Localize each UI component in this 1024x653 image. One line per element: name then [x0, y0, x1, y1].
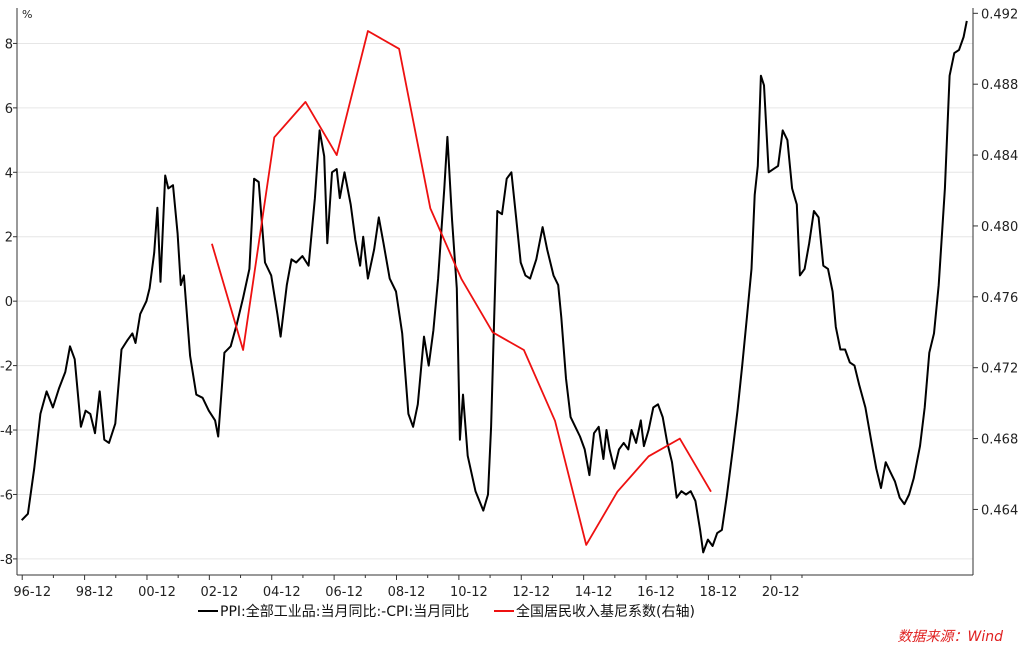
x-tick-label: 16-12: [637, 585, 675, 600]
legend-label-1: 全国居民收入基尼系数(右轴): [516, 603, 695, 620]
x-tick-label: 04-12: [263, 585, 301, 600]
left-tick-label: -6: [0, 488, 13, 503]
series-line-ppi-cpi: [20, 20, 968, 554]
axes: -8 -6 -4 -2 0 2 4 6 8% 0.464 0.468 0.472 0.476 0.480 0…: [0, 7, 1018, 600]
left-tick-label: 0: [5, 295, 13, 310]
right-tick-label: 0.488: [981, 78, 1018, 93]
x-tick-label: 98-12: [76, 585, 114, 600]
x-tick-label: 14-12: [575, 585, 613, 600]
x-tick-label: 10-12: [450, 585, 488, 600]
left-tick-label: -2: [0, 360, 13, 375]
right-tick-label: 0.468: [981, 433, 1018, 448]
series-layer: [20, 20, 968, 554]
right-tick-label: 0.464: [981, 503, 1018, 518]
left-tick-label: 4: [5, 166, 13, 181]
x-tick-label: 18-12: [700, 585, 738, 600]
right-tick-label: 0.492: [981, 7, 1018, 22]
left-tick-label: 8: [5, 37, 13, 52]
left-tick-label: 2: [5, 231, 13, 246]
x-tick-label: 20-12: [762, 585, 800, 600]
right-tick-label: 0.480: [981, 220, 1018, 235]
x-tick-label: 06-12: [325, 585, 363, 600]
x-tick-label: 08-12: [388, 585, 426, 600]
left-tick-label: 6: [5, 102, 13, 117]
left-tick-label: -8: [0, 553, 13, 568]
left-tick-label: -4: [0, 424, 13, 439]
x-tick-label: 96-12: [13, 585, 51, 600]
right-tick-label: 0.472: [981, 362, 1018, 377]
x-tick-label: 12-12: [512, 585, 550, 600]
left-axis-unit: %: [22, 8, 32, 21]
series-line-gini: [211, 30, 712, 546]
x-tick-label: 02-12: [200, 585, 238, 600]
x-tick-label: 00-12: [138, 585, 176, 600]
right-tick-label: 0.484: [981, 149, 1018, 164]
right-tick-label: 0.476: [981, 291, 1018, 306]
legend-label-0: PPI:全部工业品:当月同比:-CPI:当月同比: [220, 603, 469, 620]
source-note: 数据来源：Wind: [898, 629, 1004, 645]
legend: PPI:全部工业品:当月同比:-CPI:当月同比 全国居民收入基尼系数(右轴): [198, 603, 695, 620]
